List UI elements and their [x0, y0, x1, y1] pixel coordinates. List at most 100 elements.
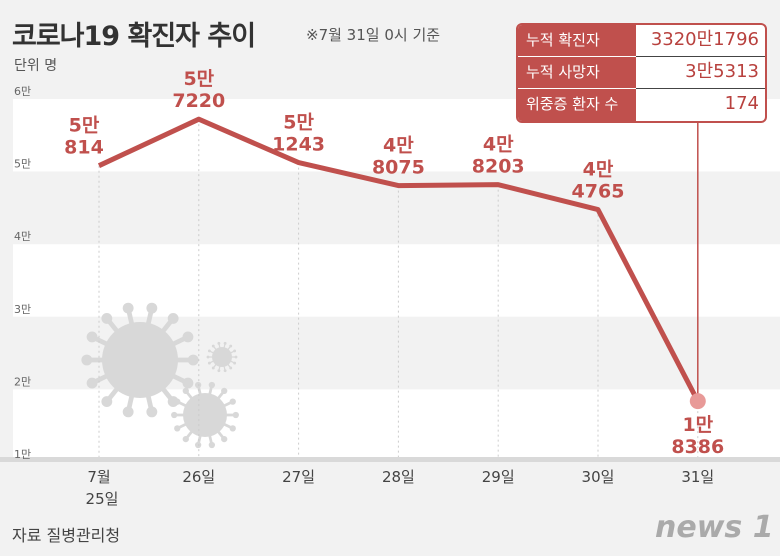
- data-label: 4765: [572, 181, 625, 203]
- grid-band: [13, 171, 780, 245]
- data-label: 1만: [682, 414, 713, 436]
- x-tick-label: 26일: [182, 468, 215, 486]
- virus-spike: [126, 359, 143, 411]
- y-tick-label: 3만: [14, 303, 31, 316]
- virus-spike-tip: [207, 349, 211, 353]
- summary-row: 누적 확진자 3320만1796: [518, 25, 765, 57]
- virus-spike: [203, 390, 225, 416]
- virus-spike-tip: [146, 302, 158, 314]
- virus-spike: [218, 343, 223, 358]
- data-label: 814: [64, 137, 104, 159]
- page-title: 코로나19 확진자 추이: [12, 21, 256, 52]
- virus-spike-tip: [217, 369, 221, 373]
- virus-spike: [221, 343, 226, 358]
- virus-spike: [204, 400, 233, 417]
- x-tick-label: 7월: [87, 468, 110, 486]
- virus-spike: [106, 318, 142, 362]
- data-label: 5만: [283, 112, 314, 134]
- virus-spike: [197, 385, 207, 416]
- summary-box: 누적 확진자 3320만1796 누적 사망자 3만5313 위중증 환자 수 174: [516, 23, 767, 123]
- virus-spike: [137, 309, 154, 361]
- virus-spike-tip: [217, 341, 221, 345]
- virus-spike: [138, 358, 174, 402]
- virus-spike-tip: [206, 355, 210, 359]
- virus-spike-tip: [174, 425, 181, 432]
- virus-spike-tip: [223, 369, 227, 373]
- virus-spike-tip: [211, 366, 215, 370]
- virus-spike-tip: [233, 349, 237, 353]
- virus-spike: [221, 356, 226, 371]
- y-tick-label: 6만: [14, 85, 31, 98]
- virus-spike-tip: [221, 387, 228, 395]
- grid-band: [13, 244, 780, 317]
- data-label: 5만: [183, 68, 214, 90]
- virus-spike-tip: [101, 312, 113, 324]
- virus-spike-tip: [211, 344, 215, 348]
- virus-spike-tip: [223, 341, 227, 345]
- virus-spike-tip: [122, 302, 134, 314]
- grid-band: [13, 389, 780, 462]
- virus-spike: [137, 359, 154, 411]
- virus-spike: [126, 309, 143, 361]
- data-label: 4만: [483, 134, 514, 156]
- virus-spike: [92, 357, 142, 385]
- data-label: 1243: [272, 134, 325, 156]
- virus-spike: [138, 318, 174, 362]
- data-point: [689, 393, 706, 410]
- data-label: 4만: [383, 135, 414, 157]
- virus-spike-tip: [195, 381, 202, 389]
- virus-spike-tip: [182, 377, 194, 389]
- data-label: 7220: [172, 90, 225, 112]
- x-tick-label: 30일: [582, 468, 615, 486]
- virus-spike: [213, 346, 223, 358]
- virus-spike: [92, 335, 142, 363]
- virus-icon: [171, 381, 239, 449]
- virus-spike-tip: [86, 377, 98, 389]
- virus-spike: [177, 413, 206, 430]
- virus-spike-tip: [182, 331, 194, 343]
- virus-icon: [206, 341, 238, 373]
- virus-spike: [209, 350, 223, 358]
- summary-label: 위중증 환자 수: [518, 89, 636, 121]
- virus-spike-tip: [122, 406, 134, 418]
- summary-value: 3만5313: [636, 57, 765, 89]
- virus-spike: [213, 356, 223, 368]
- reference-note: ※7월 31일 0시 기준: [306, 26, 441, 44]
- summary-row: 누적 사망자 3만5313: [518, 57, 765, 89]
- source-label: 자료 질병관리청: [12, 526, 121, 545]
- data-label: 8386: [671, 436, 724, 458]
- x-tick-label: 28일: [382, 468, 415, 486]
- virus-spike: [185, 414, 207, 440]
- x-tick-label: 27일: [282, 468, 315, 486]
- virus-spike-tip: [174, 398, 181, 405]
- virus-spike-tip: [182, 387, 189, 395]
- unit-label: 단위 명: [14, 58, 58, 74]
- virus-spike-tip: [229, 344, 233, 348]
- virus-spike: [221, 346, 231, 358]
- data-label: 8203: [472, 156, 525, 178]
- virus-spike-tip: [146, 406, 158, 418]
- virus-spike: [218, 356, 223, 371]
- virus-spike: [204, 413, 233, 430]
- virus-spike-tip: [232, 411, 239, 419]
- y-tick-label: 4만: [14, 230, 31, 243]
- virus-spike: [221, 356, 235, 364]
- news1-logo: news 1: [655, 510, 774, 545]
- virus-spike: [221, 350, 235, 358]
- virus-spike-tip: [208, 441, 215, 449]
- virus-spike-tip: [229, 366, 233, 370]
- x-tick-label: 29일: [482, 468, 515, 486]
- virus-spike: [221, 356, 231, 368]
- y-tick-label: 2만: [14, 375, 31, 388]
- x-axis-line: [0, 457, 780, 462]
- y-tick-label: 1만: [14, 448, 31, 461]
- summary-row: 위중증 환자 수 174: [518, 89, 765, 121]
- summary-value: 3320만1796: [636, 25, 765, 57]
- virus-spike-tip: [167, 312, 179, 324]
- data-label: 4만: [583, 159, 614, 181]
- x-tick-label: 25일: [86, 490, 119, 508]
- summary-label: 누적 사망자: [518, 57, 636, 89]
- data-label: 8075: [372, 157, 425, 179]
